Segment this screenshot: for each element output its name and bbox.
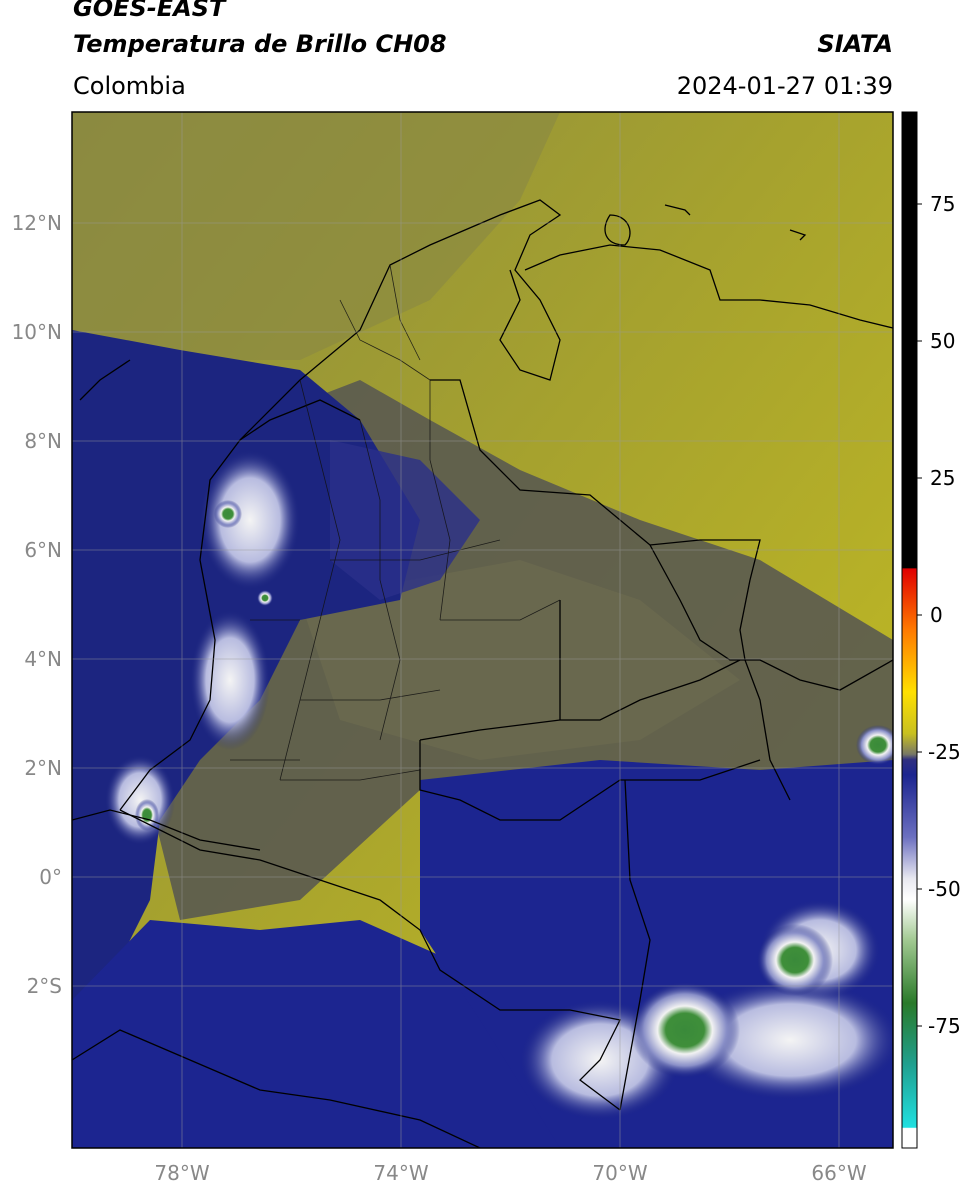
colorbar-tick-label: 25: [930, 466, 955, 490]
lat-tick-label: 2°S: [27, 974, 62, 998]
colorbar-tick-label: -50: [928, 877, 961, 901]
lat-tick-labels: 12°N 10°N 8°N 6°N 4°N 2°N 0° 2°S: [12, 211, 62, 998]
colorbar-tick-label: 75: [930, 192, 955, 216]
lon-tick-label: 74°W: [373, 1161, 428, 1185]
lon-tick-label: 70°W: [592, 1161, 647, 1185]
colorbar-ticks: 75 50 25 0 -25 -50 -75: [917, 192, 961, 1038]
datetime-label: 2024-01-27 01:39: [676, 72, 893, 100]
map-frame: [71, 111, 894, 1149]
lon-tick-label: 66°W: [811, 1161, 866, 1185]
graticule: [72, 112, 893, 1148]
satellite-title: GOES-EAST: [73, 0, 226, 22]
lat-tick-label: 0°: [39, 865, 62, 889]
lat-tick-label: 4°N: [24, 647, 62, 671]
lat-tick-label: 6°N: [24, 538, 62, 562]
lon-tick-label: 78°W: [154, 1161, 209, 1185]
lat-tick-label: 12°N: [12, 211, 62, 235]
colorbar-tick-label: -75: [928, 1014, 961, 1038]
lon-tick-labels: 78°W 74°W 70°W 66°W: [154, 1161, 866, 1185]
border-lines: [72, 199, 893, 1148]
colorbar-tick-label: 0: [930, 603, 943, 627]
colorbar-tick-label: 50: [930, 329, 955, 353]
lat-tick-label: 10°N: [12, 320, 62, 344]
colorbar: [901, 111, 918, 1149]
institution-label: SIATA: [817, 30, 893, 58]
satellite-image: [72, 112, 893, 1148]
colorbar-tick-label: -25: [928, 740, 961, 764]
lat-tick-label: 2°N: [24, 756, 62, 780]
product-title: Temperatura de Brillo CH08: [73, 30, 447, 58]
region-label: Colombia: [73, 72, 186, 100]
department-lines: [230, 264, 561, 781]
lat-tick-label: 8°N: [24, 429, 62, 453]
